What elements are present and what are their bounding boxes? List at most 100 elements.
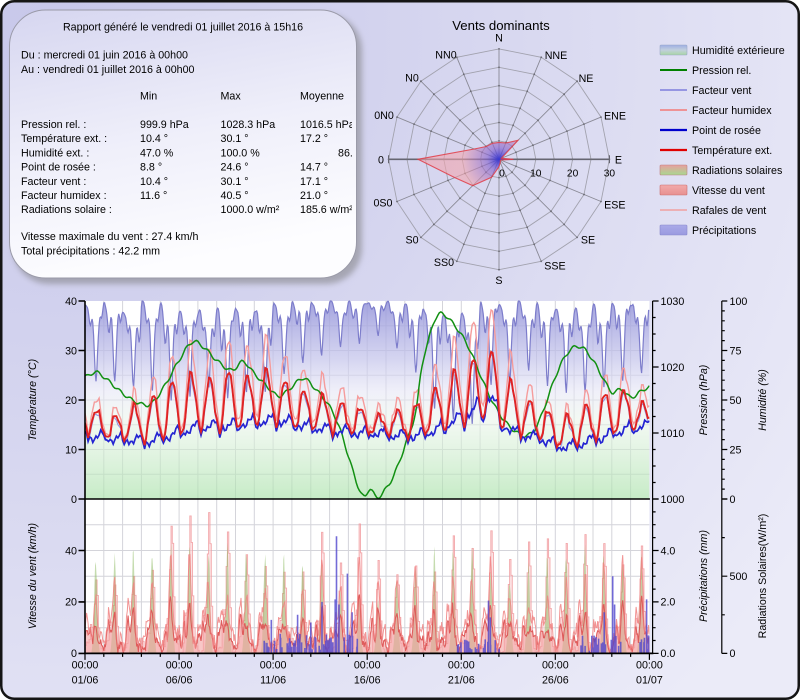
svg-text:4.0: 4.0 — [661, 545, 676, 557]
svg-text:30: 30 — [604, 169, 616, 180]
svg-text:17.2 °: 17.2 ° — [300, 133, 328, 145]
svg-text:Température ext.: Température ext. — [692, 145, 772, 157]
svg-text:Min: Min — [140, 91, 157, 103]
svg-text:40: 40 — [65, 545, 77, 557]
svg-text:Vitesse maximale du vent : 27.: Vitesse maximale du vent : 27.4 km/h — [21, 231, 198, 243]
svg-text:17.1 °: 17.1 ° — [300, 176, 328, 188]
svg-text:50: 50 — [730, 395, 742, 407]
svg-text:Humidité extérieure: Humidité extérieure — [692, 45, 785, 57]
svg-text:Point de rosée :: Point de rosée : — [21, 162, 96, 174]
svg-text:Point de rosée: Point de rosée — [692, 125, 761, 137]
svg-text:30.1 °: 30.1 ° — [221, 176, 249, 188]
svg-text:Total précipitations : 42.2 mm: Total précipitations : 42.2 mm — [21, 245, 160, 257]
svg-text:S: S — [495, 275, 502, 287]
svg-text:0.0: 0.0 — [661, 648, 676, 660]
svg-text:Pression rel. :: Pression rel. : — [21, 119, 86, 131]
svg-text:Radiations solaire :: Radiations solaire : — [21, 204, 112, 216]
svg-text:SSE: SSE — [544, 261, 565, 273]
svg-text:11/06: 11/06 — [260, 675, 286, 687]
svg-text:Radiations solaires: Radiations solaires — [692, 165, 782, 177]
svg-text:0: 0 — [499, 169, 505, 180]
svg-text:100.0 %: 100.0 % — [221, 147, 261, 159]
svg-text:86.0 %: 86.0 % — [338, 147, 372, 159]
svg-text:20: 20 — [567, 169, 579, 180]
svg-text:0: 0 — [71, 648, 77, 660]
svg-text:0: 0 — [730, 648, 736, 660]
svg-text:0: 0 — [71, 494, 77, 506]
svg-text:00:00: 00:00 — [636, 660, 663, 672]
svg-text:Rapport généré le vendredi 01: Rapport généré le vendredi 01 juillet 20… — [63, 22, 303, 34]
svg-text:Facteur vent :: Facteur vent : — [21, 176, 86, 188]
svg-text:00:00: 00:00 — [72, 660, 99, 672]
svg-text:SS0: SS0 — [434, 257, 454, 269]
svg-text:21.0 °: 21.0 ° — [300, 190, 328, 202]
svg-text:Température (°C): Température (°C) — [27, 359, 39, 441]
svg-text:26/06: 26/06 — [542, 675, 569, 687]
svg-text:0N0: 0N0 — [374, 110, 394, 122]
svg-text:75: 75 — [730, 345, 742, 357]
svg-text:Au : vendredi 01 juillet 2016: Au : vendredi 01 juillet 2016 à 00h00 — [21, 64, 195, 76]
svg-text:SE: SE — [581, 235, 595, 247]
svg-text:ENE: ENE — [604, 111, 626, 123]
svg-text:Humidité (%): Humidité (%) — [757, 369, 769, 431]
svg-text:Vitesse du vent (km/h): Vitesse du vent (km/h) — [27, 523, 39, 629]
svg-text:185.6 w/m²: 185.6 w/m² — [300, 204, 353, 216]
svg-text:1030: 1030 — [661, 296, 685, 308]
svg-text:30: 30 — [65, 345, 77, 357]
svg-text:Vitesse du vent: Vitesse du vent — [692, 185, 765, 197]
svg-text:00:00: 00:00 — [448, 660, 475, 672]
svg-text:N0: N0 — [405, 73, 419, 85]
svg-text:Pression (hPa): Pression (hPa) — [698, 365, 710, 436]
svg-text:NNE: NNE — [545, 50, 568, 62]
svg-text:10: 10 — [65, 444, 77, 456]
svg-text:Précipitations (mm): Précipitations (mm) — [698, 530, 710, 622]
svg-text:Pression rel.: Pression rel. — [692, 65, 751, 77]
svg-text:1000.0 w/m²: 1000.0 w/m² — [221, 204, 280, 216]
svg-text:47.0 %: 47.0 % — [140, 147, 174, 159]
svg-text:Radiations Solaires(W/m²): Radiations Solaires(W/m²) — [757, 514, 769, 639]
svg-text:01/07: 01/07 — [636, 675, 663, 687]
svg-text:Vents dominants: Vents dominants — [452, 18, 550, 33]
svg-text:06/06: 06/06 — [166, 675, 193, 687]
svg-text:40: 40 — [65, 296, 77, 308]
svg-text:999.9 hPa: 999.9 hPa — [140, 119, 189, 131]
svg-text:01/06: 01/06 — [72, 675, 99, 687]
svg-text:Facteur vent: Facteur vent — [692, 85, 751, 97]
svg-text:NN0: NN0 — [435, 50, 456, 62]
svg-text:24.6 °: 24.6 ° — [221, 162, 249, 174]
svg-text:20: 20 — [65, 395, 77, 407]
svg-text:0: 0 — [378, 155, 384, 167]
svg-text:0: 0 — [730, 494, 736, 506]
svg-text:E: E — [615, 155, 622, 167]
svg-text:16/06: 16/06 — [354, 675, 381, 687]
svg-text:1010: 1010 — [661, 428, 685, 440]
svg-text:20: 20 — [65, 597, 77, 609]
svg-text:Précipitations: Précipitations — [692, 225, 756, 237]
svg-text:30.1 °: 30.1 ° — [221, 133, 249, 145]
svg-text:25: 25 — [730, 444, 742, 456]
svg-text:Facteur humidex :: Facteur humidex : — [21, 190, 107, 202]
svg-text:11.6 °: 11.6 ° — [140, 190, 167, 202]
svg-text:10.4 °: 10.4 ° — [140, 176, 168, 188]
svg-text:Humidité ext. :: Humidité ext. : — [21, 147, 89, 159]
svg-text:21/06: 21/06 — [448, 675, 475, 687]
svg-text:00:00: 00:00 — [542, 660, 569, 672]
svg-text:Facteur humidex: Facteur humidex — [692, 105, 772, 117]
svg-text:100: 100 — [730, 296, 748, 308]
svg-text:8.8 °: 8.8 ° — [140, 162, 162, 174]
svg-text:00:00: 00:00 — [166, 660, 193, 672]
svg-text:Du : mercredi 01 juin 2016 à 0: Du : mercredi 01 juin 2016 à 00h00 — [21, 50, 188, 62]
svg-text:ESE: ESE — [604, 200, 625, 212]
svg-text:Moyenne: Moyenne — [300, 91, 344, 103]
svg-text:1020: 1020 — [661, 362, 685, 374]
svg-text:0S0: 0S0 — [373, 198, 392, 210]
svg-text:00:00: 00:00 — [260, 660, 287, 672]
svg-text:1028.3 hPa: 1028.3 hPa — [221, 119, 276, 131]
svg-text:Max: Max — [221, 91, 242, 103]
svg-text:2.0: 2.0 — [661, 597, 676, 609]
svg-text:1000: 1000 — [661, 494, 685, 506]
svg-text:500: 500 — [730, 571, 748, 583]
svg-text:00:00: 00:00 — [354, 660, 381, 672]
svg-text:Rafales de vent: Rafales de vent — [692, 205, 766, 217]
svg-text:Température ext. :: Température ext. : — [21, 133, 107, 145]
